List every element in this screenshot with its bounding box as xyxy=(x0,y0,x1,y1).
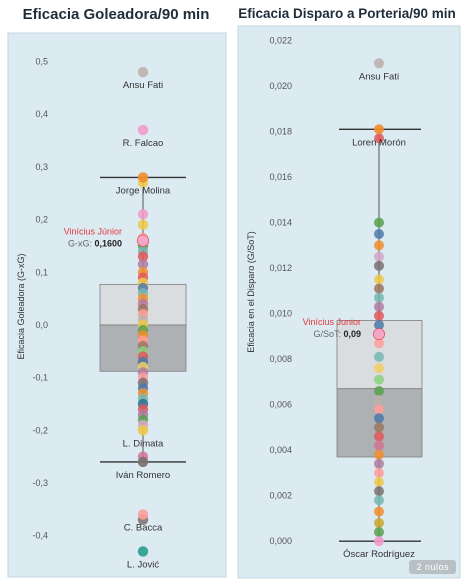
player-label: L. Dimata xyxy=(123,438,164,449)
data-point xyxy=(374,363,384,374)
highlight-metric-label: G-xG: xyxy=(68,239,95,249)
y-tick-label: 0,000 xyxy=(269,536,292,546)
data-point xyxy=(137,219,149,231)
data-point xyxy=(374,440,384,451)
data-point xyxy=(374,292,384,303)
y-tick-label: -0,1 xyxy=(32,373,48,383)
data-point xyxy=(374,351,384,362)
y-tick-label: 0,0 xyxy=(35,320,48,330)
y-tick-label: 0,3 xyxy=(35,162,48,172)
data-point xyxy=(374,506,384,517)
y-tick-label: -0,4 xyxy=(32,531,48,541)
labeled-data-point xyxy=(137,546,149,557)
shot-efficiency-chart: 0,022 0,020 0,018 0,016 0,014 0,012 0,010 0,008… xyxy=(237,25,461,579)
y-tick-label: -0,3 xyxy=(32,478,48,488)
chart-title: Eficacia Disparo a Porteria/90 min xyxy=(238,6,456,21)
player-label: Loren Morón xyxy=(352,137,406,148)
labeled-data-point xyxy=(137,172,149,183)
labeled-data-point xyxy=(374,536,384,547)
highlight-metric-value: 0,1600 xyxy=(94,239,122,249)
player-label: C. Bacca xyxy=(124,523,163,534)
goal-efficiency-panel: Eficacia Goleadora/90 min 0,5 0,4 0,3 0,2 0,… xyxy=(7,6,227,578)
player-label: Ansu Fati xyxy=(359,71,399,82)
player-label: Jorge Molina xyxy=(116,185,171,196)
y-tick-label: 0,018 xyxy=(269,127,292,137)
chart-title: Eficacia Goleadora/90 min xyxy=(22,6,210,23)
labeled-data-point xyxy=(374,58,384,69)
data-point xyxy=(374,477,384,488)
labeled-data-point xyxy=(137,456,149,468)
y-tick-label: 0,006 xyxy=(269,400,292,410)
data-point xyxy=(374,228,384,239)
plot-background xyxy=(237,25,461,579)
data-point xyxy=(374,395,384,406)
data-point xyxy=(374,251,384,262)
data-point xyxy=(374,338,384,349)
data-point xyxy=(374,449,384,460)
y-tick-label: 0,010 xyxy=(269,309,292,319)
null-count-badge[interactable]: 2 nulos xyxy=(409,560,456,574)
data-point xyxy=(374,319,384,330)
player-label: L. Jović xyxy=(127,559,159,570)
player-label: Ansu Fati xyxy=(123,80,163,91)
data-point xyxy=(374,385,384,396)
data-point xyxy=(374,422,384,433)
data-point xyxy=(374,301,384,312)
highlight-player-name: Vinícius Junior xyxy=(303,317,361,327)
player-label: Iván Romero xyxy=(116,470,170,481)
y-tick-label: 0,020 xyxy=(269,81,292,91)
data-point xyxy=(137,209,149,220)
highlighted-data-point xyxy=(136,234,150,247)
data-point xyxy=(374,274,384,285)
labeled-data-point xyxy=(137,66,149,78)
y-tick-label: 0,2 xyxy=(35,215,48,225)
y-axis-title: Eficacia Goleadora (G-xG) xyxy=(16,253,26,359)
data-point xyxy=(374,404,384,415)
labeled-data-point xyxy=(137,425,149,436)
data-point xyxy=(374,413,384,424)
data-point xyxy=(374,527,384,538)
data-point xyxy=(137,259,149,270)
y-tick-label: 0,008 xyxy=(269,354,292,364)
highlight-player-name: Vinícius Júnior xyxy=(64,227,122,237)
highlight-metric: G-xG: 0,1600 xyxy=(68,239,122,249)
y-tick-label: 0,1 xyxy=(35,267,48,277)
y-tick-label: 0,014 xyxy=(269,218,292,228)
y-axis-title: Eficacia en el Disparo (G/SoT) xyxy=(246,231,256,353)
data-point xyxy=(374,283,384,294)
highlight-metric-label: G/SoT: xyxy=(313,329,343,339)
goal-efficiency-chart: 0,5 0,4 0,3 0,2 0,1 0,0 -0,1 -0,2 -0,3 -0,4 Eficac… xyxy=(7,32,227,578)
player-label: Óscar Rodríguez xyxy=(343,549,415,560)
labeled-data-point xyxy=(137,509,149,520)
shot-efficiency-panel: Eficacia Disparo a Porteria/90 min 0,022… xyxy=(232,0,462,580)
y-tick-label: 0,002 xyxy=(269,491,292,501)
highlight-metric-value: 0,09 xyxy=(343,329,361,339)
y-tick-label: 0,012 xyxy=(269,263,292,273)
player-label: R. Falcao xyxy=(123,138,164,149)
y-tick-label: 0,5 xyxy=(35,57,48,67)
data-point xyxy=(374,133,384,144)
y-tick-label: 0,4 xyxy=(35,109,48,119)
data-point xyxy=(374,458,384,469)
data-point xyxy=(374,517,384,528)
data-point xyxy=(374,217,384,228)
data-point xyxy=(374,467,384,478)
data-point xyxy=(374,310,384,321)
labeled-data-point xyxy=(374,124,384,135)
data-point xyxy=(374,240,384,251)
data-point xyxy=(374,486,384,497)
y-tick-label: -0,2 xyxy=(32,425,48,435)
data-point xyxy=(374,495,384,506)
highlight-metric: G/SoT: 0,09 xyxy=(313,329,361,339)
y-tick-label: 0,016 xyxy=(269,172,292,182)
highlighted-data-point xyxy=(373,328,385,340)
data-point xyxy=(374,374,384,385)
data-point xyxy=(374,260,384,271)
y-tick-label: 0,004 xyxy=(269,445,292,455)
labeled-data-point xyxy=(137,124,149,136)
y-tick-label: 0,022 xyxy=(269,36,292,46)
data-point xyxy=(137,251,149,262)
data-point xyxy=(374,431,384,442)
